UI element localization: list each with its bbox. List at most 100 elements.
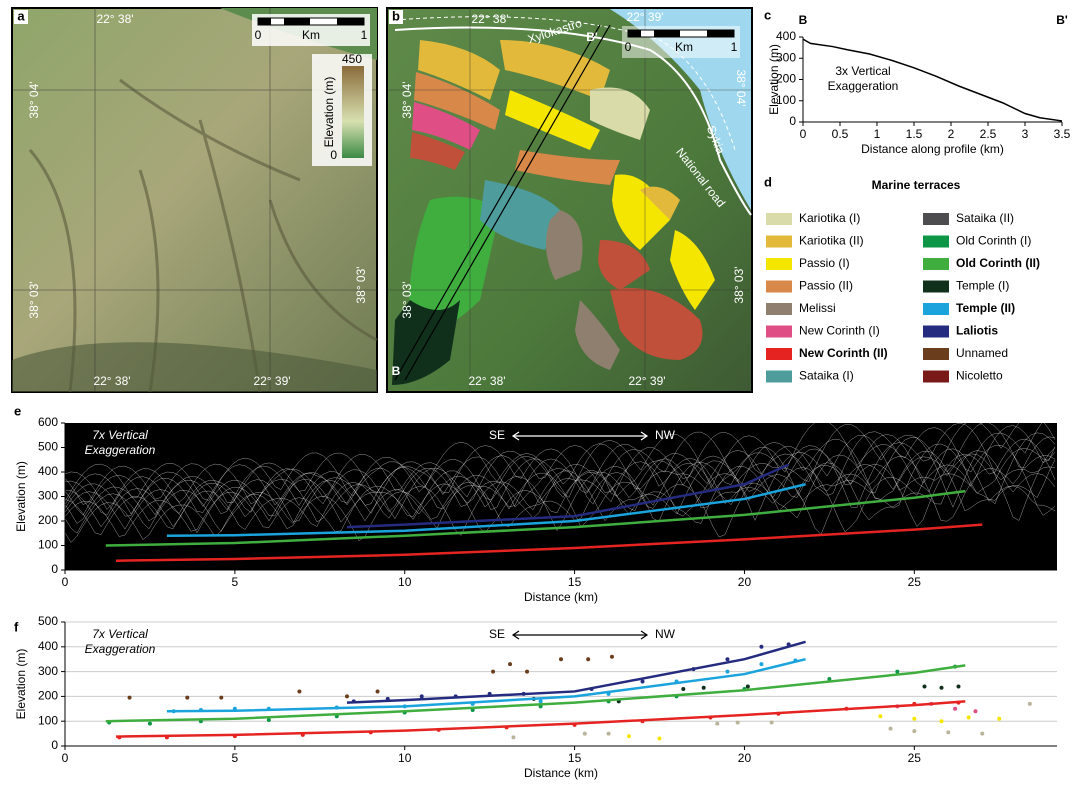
map-b: 0 Km 1 b 22° 38' 22° 39' Xylokastro Syki… [386, 7, 753, 393]
legend-swatch [766, 235, 792, 248]
colorbar-label: 0 [330, 148, 337, 162]
data-point [681, 686, 686, 691]
x-axis-title: Distance (km) [524, 766, 598, 780]
y-tick-label: 100 [38, 538, 58, 552]
terrain-wireframe [64, 448, 1056, 537]
direction-label: SE [489, 428, 505, 442]
data-point [606, 731, 611, 736]
y-tick-label: 400 [776, 29, 796, 43]
panel-label: a [17, 8, 25, 23]
data-point [946, 730, 951, 735]
data-point [511, 735, 516, 740]
profile-line [394, 24, 601, 381]
data-point [922, 684, 927, 689]
panel-label: c [764, 7, 771, 22]
series-line [115, 700, 966, 738]
map-a: 0 Km 1 Elevation (m) 450 0 a 22° 38' 38°… [11, 7, 378, 393]
data-point [735, 720, 740, 725]
data-point [966, 715, 971, 720]
y-tick-label: 600 [38, 415, 58, 429]
legend-title: Marine terraces [872, 178, 961, 192]
scale-bar [627, 29, 735, 38]
data-point [912, 716, 917, 721]
y-tick-label: 0 [51, 738, 58, 752]
legend-label: Passio (II) [799, 279, 853, 293]
legend-swatch [766, 258, 792, 270]
legend-swatch [766, 280, 792, 293]
y-tick-label: 400 [38, 639, 58, 653]
terrace [418, 40, 500, 100]
coordinate: 22° 39' [628, 374, 665, 388]
legend-label: Old Corinth (I) [956, 234, 1031, 248]
mountain-shade [12, 342, 377, 392]
terrain-wireframe [64, 415, 1056, 502]
chart-e: e 0 100 200 300 400 500 600 0 5 10 15 20 25 Distance (… [14, 403, 1057, 604]
y-tick-label: 300 [38, 489, 58, 503]
legend-swatch [923, 348, 949, 360]
x-tick-label: 0 [62, 751, 69, 765]
x-tick-label: 15 [568, 575, 582, 589]
legend-swatch [923, 325, 949, 338]
data-point [525, 669, 530, 674]
y-tick-label: 200 [38, 689, 58, 703]
scale-segment [258, 18, 271, 25]
terrace [505, 90, 600, 150]
terrain-wireframe [64, 436, 1056, 534]
data-point [939, 719, 944, 724]
panel-label: e [14, 403, 21, 418]
annotation: 3x Vertical [835, 64, 890, 78]
panel-label: f [14, 619, 19, 634]
x-tick-label: 0 [800, 127, 807, 141]
colorbar-title: Elevation (m) [322, 77, 336, 148]
y-tick-label: 100 [776, 93, 796, 107]
legend-label: Melissi [799, 301, 836, 315]
colorbar [342, 66, 364, 158]
scale-segment [628, 30, 641, 37]
legend-label: Temple (II) [956, 301, 1015, 315]
chart-f: f 0 100 200 300 400 500 0 5 10 15 20 25 Distance (km)… [14, 614, 1057, 780]
terrace [640, 186, 680, 220]
profile-label: B [392, 364, 401, 378]
y-tick-label: 300 [38, 664, 58, 678]
terrain-wireframe [64, 438, 1056, 534]
terrain-wireframe [64, 411, 1056, 508]
legend-label: New Corinth (I) [799, 324, 880, 338]
ridge [28, 78, 378, 393]
data-point [491, 669, 496, 674]
terrain-wireframe [64, 432, 1056, 517]
data-point [1027, 701, 1032, 706]
series-line [115, 523, 983, 562]
data-point [912, 729, 917, 734]
data-point [419, 694, 424, 699]
annotation: Exaggeration [828, 79, 899, 93]
x-tick-label: 20 [738, 751, 752, 765]
x-axis-title: Distance (km) [524, 590, 598, 604]
terrain-wireframe [64, 450, 1056, 543]
direction-label: SE [489, 627, 505, 641]
scale-label: Km [302, 28, 320, 42]
x-tick-label: 10 [398, 575, 412, 589]
coordinate: 22° 38' [471, 12, 508, 26]
terrace [610, 288, 703, 360]
x-tick-label: 0 [62, 575, 69, 589]
terraces [392, 40, 715, 385]
data-point [895, 669, 900, 674]
legend-swatch [766, 303, 792, 315]
panel-label: b [392, 8, 400, 23]
legend-label: Kariotika (I) [799, 211, 860, 225]
x-tick-label: 0.5 [832, 127, 849, 141]
x-tick-label: 5 [232, 751, 239, 765]
series-line [166, 657, 806, 713]
y-axis-title: Elevation (m) [14, 461, 28, 532]
x-tick-label: 2.5 [980, 127, 997, 141]
terrace [546, 210, 583, 280]
legend-swatch [766, 213, 792, 225]
data-point [538, 699, 543, 704]
coordinate: 38° 04' [27, 81, 41, 118]
series-line [802, 38, 1063, 122]
y-tick-label: 0 [51, 562, 58, 576]
legend-label: Passio (I) [799, 256, 850, 270]
legend-swatch [923, 235, 949, 248]
data-point [827, 677, 832, 682]
y-axis-title: Elevation (m) [14, 649, 28, 720]
